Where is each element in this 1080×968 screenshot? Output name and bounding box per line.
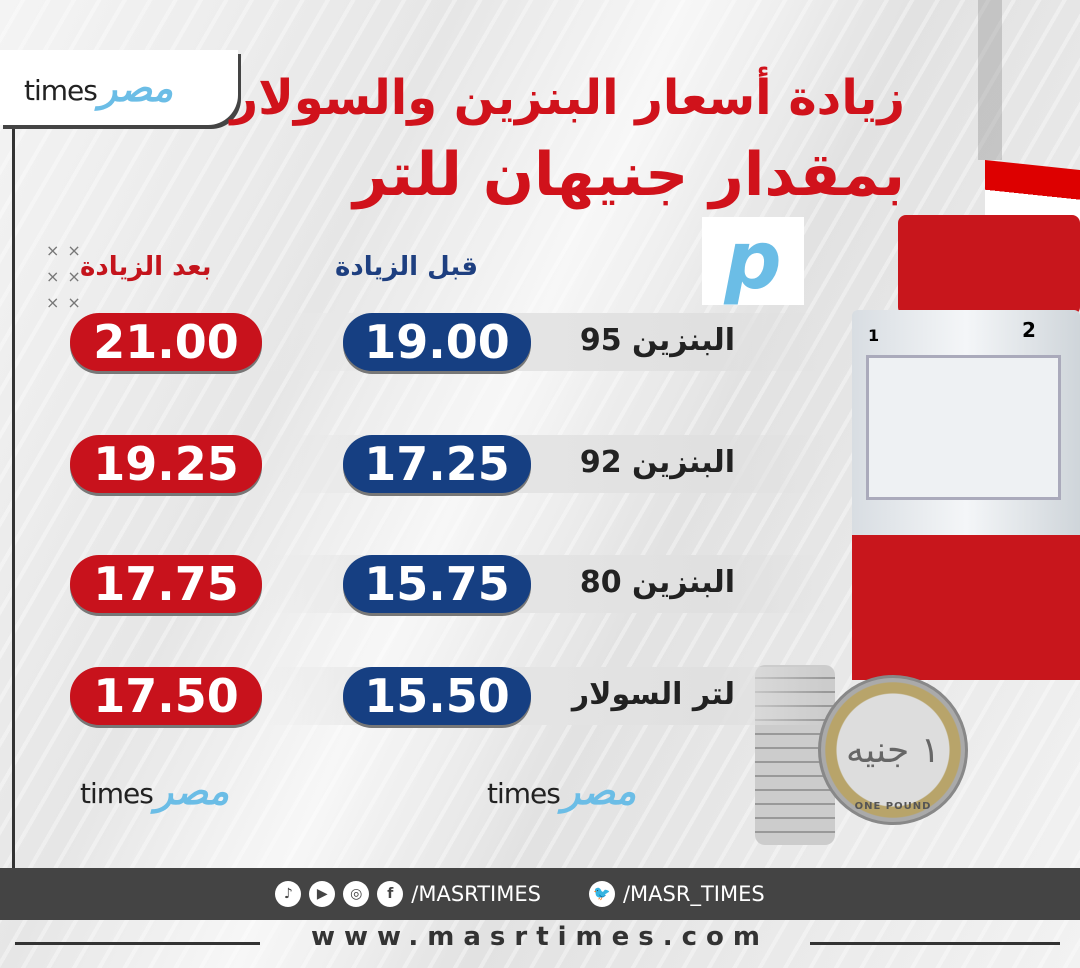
logo-arabic: مصر bbox=[561, 769, 637, 813]
logo-latin: times bbox=[487, 777, 561, 810]
price-before: 15.75 bbox=[343, 555, 531, 613]
cairo-tower-image bbox=[930, 0, 1050, 160]
price-after: 17.75 bbox=[70, 555, 262, 613]
divider bbox=[15, 942, 260, 945]
coin-english-text: ONE POUND bbox=[854, 801, 932, 812]
frame-line bbox=[12, 125, 15, 920]
price-before: 15.50 bbox=[343, 667, 531, 725]
social-bar: ♪ ▶ ◎ f /MASRTIMES 🐦 /MASR_TIMES bbox=[0, 868, 1080, 920]
fuel-label: لتر السولار bbox=[571, 677, 735, 712]
fuel-label: البنزين 95 bbox=[579, 323, 735, 358]
youtube-icon[interactable]: ▶ bbox=[309, 881, 336, 907]
pump-body bbox=[852, 535, 1080, 680]
logo-latin: times bbox=[80, 777, 154, 810]
fuel-label: البنزين 80 bbox=[579, 565, 735, 600]
price-after: 21.00 bbox=[70, 313, 262, 371]
column-header-after: بعد الزيادة bbox=[80, 252, 212, 282]
website-url[interactable]: www.masrtimes.com bbox=[311, 922, 769, 952]
footer-logo-center: times مصر bbox=[487, 772, 636, 810]
pump-top bbox=[898, 215, 1080, 315]
p-logo: p bbox=[702, 217, 804, 305]
social-handle-twitter[interactable]: /MASR_TIMES bbox=[622, 882, 765, 906]
pump-nozzle-1: 1 bbox=[868, 326, 880, 345]
fuel-label: البنزين 92 bbox=[579, 445, 735, 480]
title-line-1: زيادة أسعار البنزين والسولار bbox=[230, 70, 905, 126]
pump-nozzle-2: 2 bbox=[1022, 318, 1036, 342]
divider bbox=[810, 942, 1060, 945]
instagram-icon[interactable]: ◎ bbox=[343, 881, 370, 907]
x-decoration: ×× ×× ×× bbox=[46, 241, 89, 312]
tiktok-icon[interactable]: ♪ bbox=[275, 881, 302, 907]
header-logo: times مصر bbox=[0, 50, 238, 125]
pump-display bbox=[866, 355, 1061, 500]
price-after: 17.50 bbox=[70, 667, 262, 725]
fuel-pump-image: 1 2 bbox=[852, 310, 1080, 680]
price-before: 19.00 bbox=[343, 313, 531, 371]
coin-text: ١ جنيه bbox=[845, 729, 941, 771]
twitter-icon[interactable]: 🐦 bbox=[588, 881, 615, 907]
social-handle-main[interactable]: /MASRTIMES bbox=[411, 882, 541, 906]
logo-latin: times bbox=[24, 73, 98, 107]
one-pound-coin-image: ١ جنيه ONE POUND bbox=[818, 675, 968, 825]
column-header-before: قبل الزيادة bbox=[335, 252, 478, 282]
logo-arabic: مصر bbox=[98, 65, 174, 110]
title-line-2: بمقدار جنيهان للتر bbox=[353, 140, 905, 210]
logo-arabic: مصر bbox=[154, 769, 230, 813]
price-after: 19.25 bbox=[70, 435, 262, 493]
price-before: 17.25 bbox=[343, 435, 531, 493]
facebook-icon[interactable]: f bbox=[377, 881, 404, 907]
footer-logo-left: times مصر bbox=[80, 772, 229, 810]
